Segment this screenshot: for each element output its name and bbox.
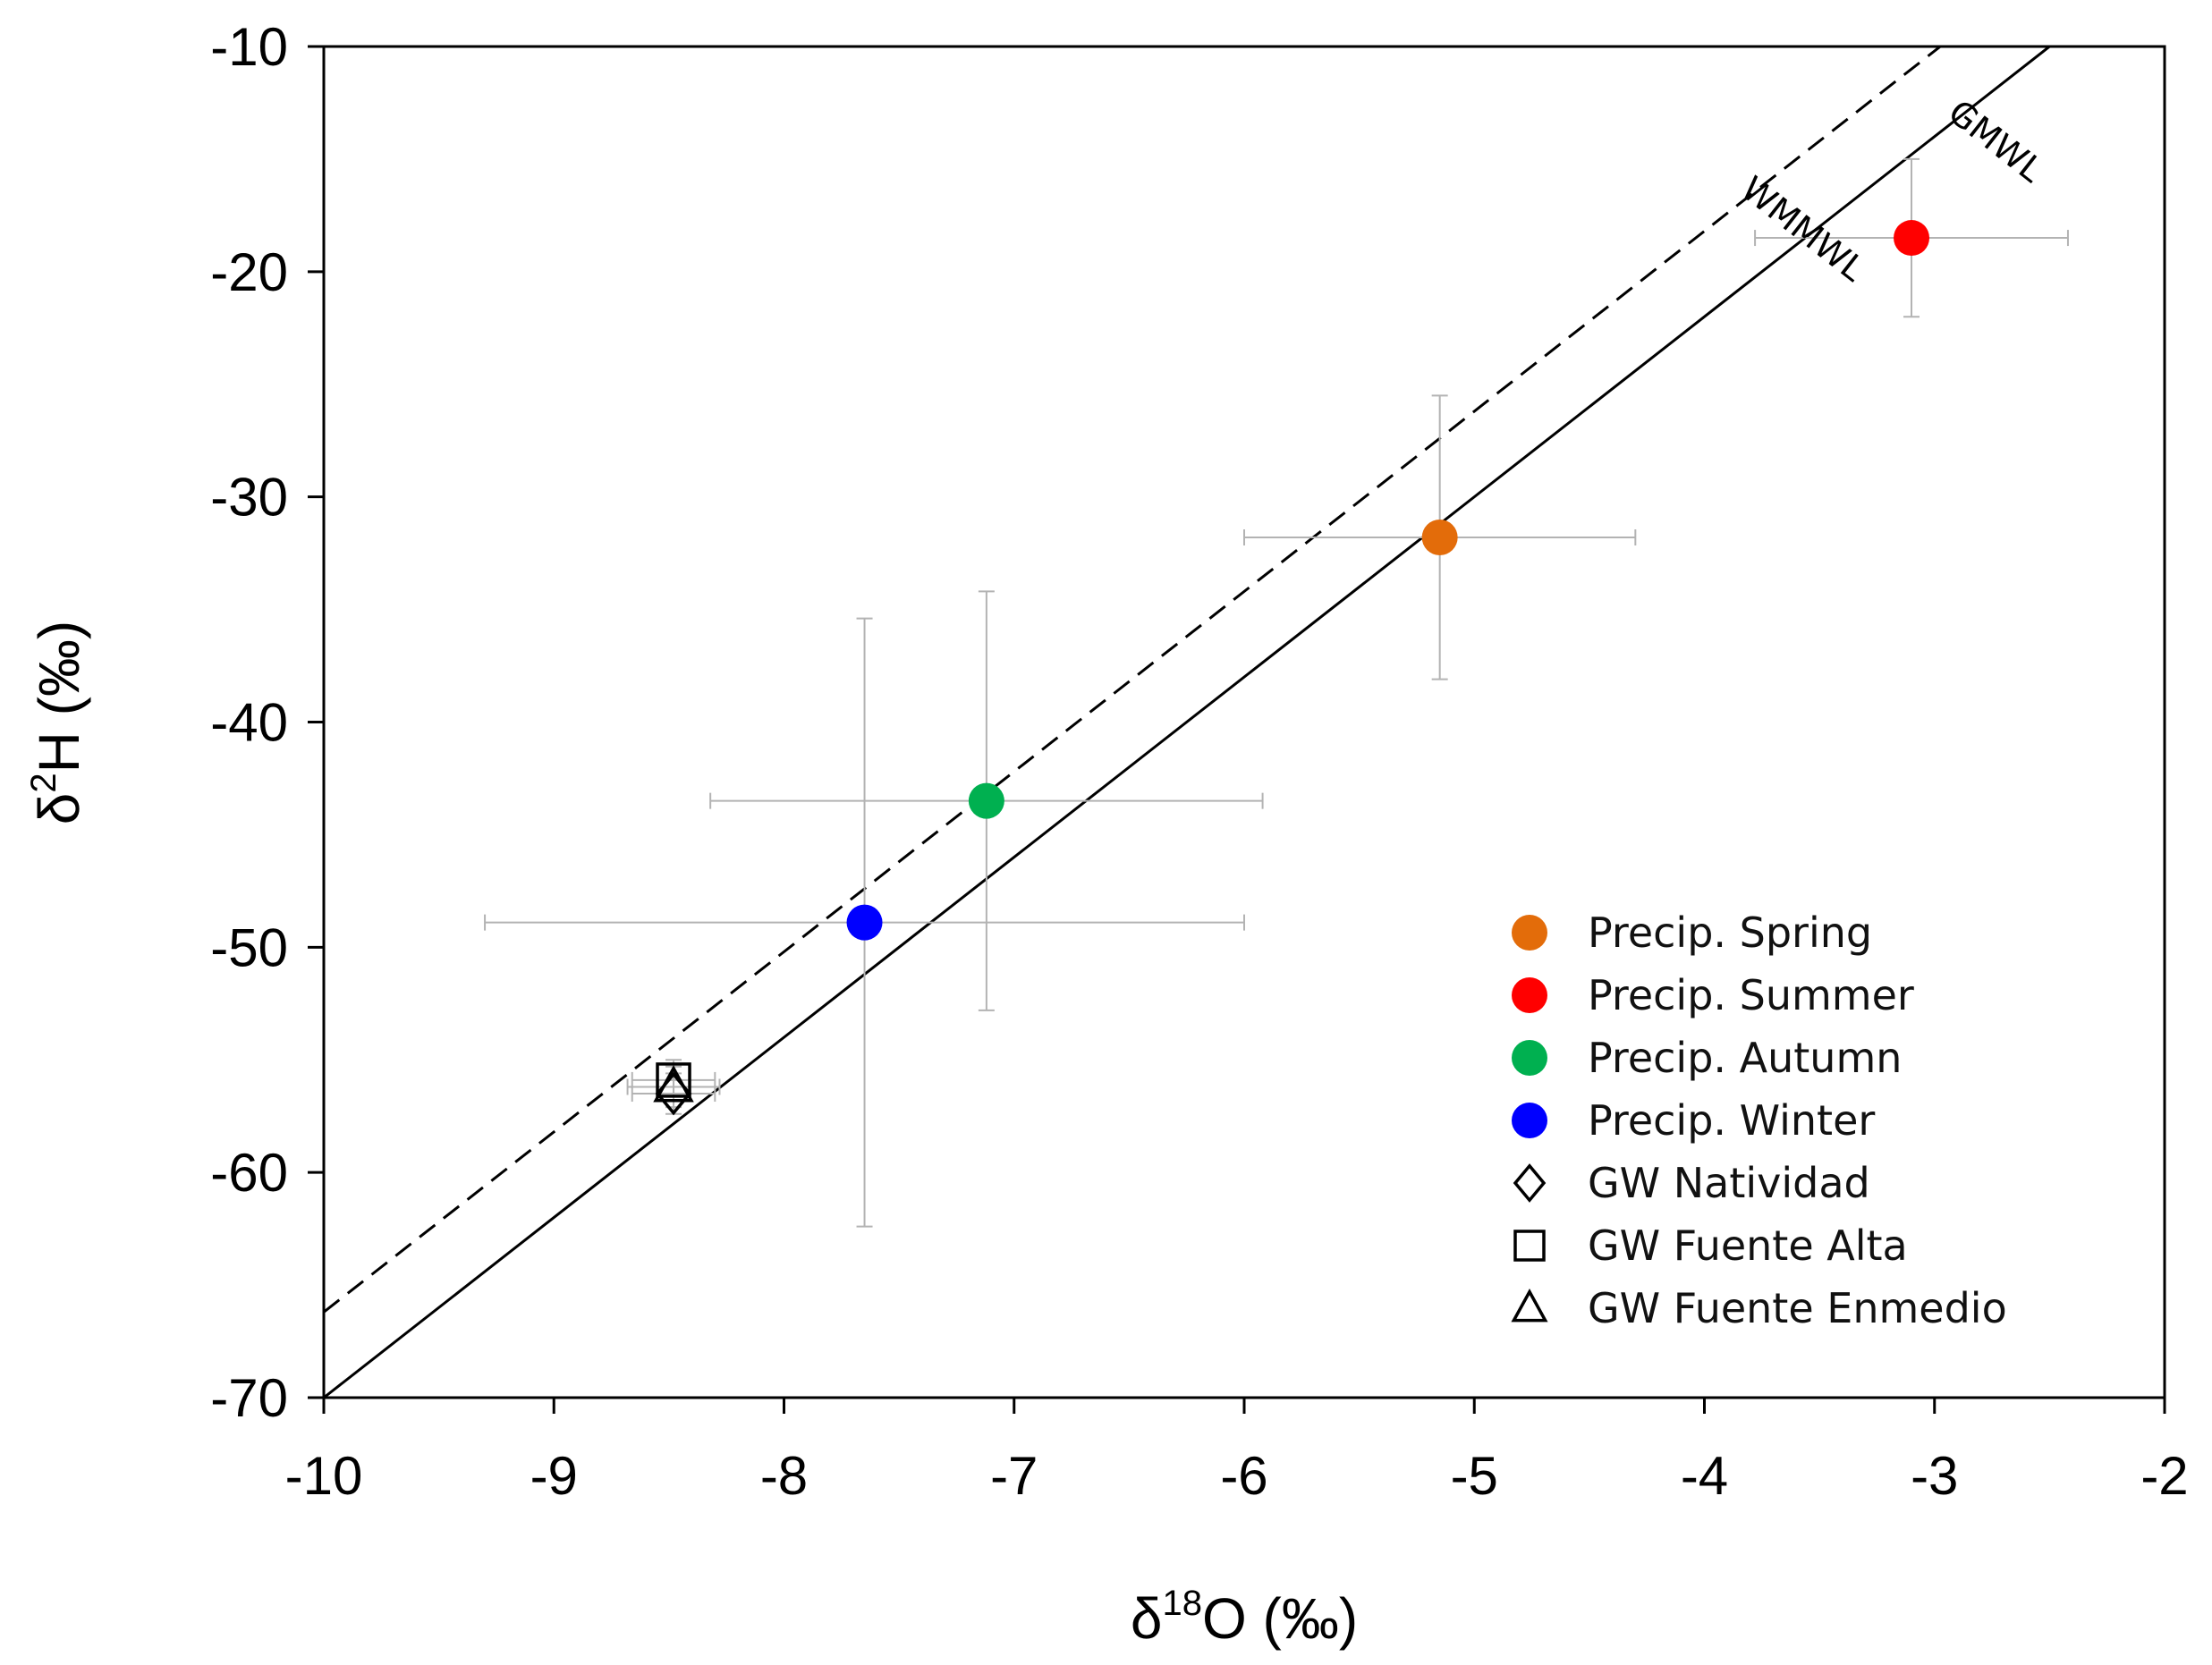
y-tick-label: -40 bbox=[210, 693, 288, 753]
legend: Precip. Spring Precip. Summer Precip. Autu… bbox=[1511, 909, 2007, 1332]
x-tick-label: -6 bbox=[1220, 1446, 1267, 1506]
y-tick-label: -30 bbox=[210, 468, 288, 528]
y-tick-label: -10 bbox=[210, 17, 288, 77]
precip-spring-point bbox=[1421, 519, 1458, 555]
legend-label-precip-winter: Precip. Winter bbox=[1588, 1096, 1875, 1145]
x-tick-label: -2 bbox=[2140, 1446, 2188, 1506]
x-tick-label: -4 bbox=[1681, 1446, 1728, 1506]
precip-winter-point bbox=[846, 904, 883, 941]
y-tick-label: -60 bbox=[210, 1143, 288, 1203]
legend-label-precip-spring: Precip. Spring bbox=[1588, 909, 1872, 957]
gmwl-line bbox=[324, 46, 2052, 1398]
legend-marker-gw-fuente-enmedio bbox=[1511, 1288, 1548, 1323]
precip-summer-point bbox=[1894, 220, 1930, 257]
legend-label-precip-summer: Precip. Summer bbox=[1588, 971, 1914, 1019]
legend-label-gw-fuente-alta: GW Fuente Alta bbox=[1588, 1221, 1908, 1270]
legend-marker-precip-autumn bbox=[1512, 1040, 1547, 1076]
y-axis-title: δ2H (‰) bbox=[24, 621, 91, 825]
x-tick-label: -9 bbox=[530, 1446, 578, 1506]
y-tick-label: -20 bbox=[210, 242, 288, 302]
x-tick-label: -10 bbox=[285, 1446, 363, 1506]
legend-marker-gw-fuente-alta bbox=[1513, 1230, 1546, 1262]
y-tick-label: -70 bbox=[210, 1368, 288, 1428]
precip-autumn-point bbox=[968, 782, 1004, 819]
legend-marker-precip-summer bbox=[1512, 977, 1547, 1013]
y-tick-label: -50 bbox=[210, 917, 288, 977]
legend-label-precip-autumn: Precip. Autumn bbox=[1588, 1034, 1902, 1082]
x-tick-label: -8 bbox=[760, 1446, 808, 1506]
legend-marker-precip-winter bbox=[1512, 1103, 1547, 1138]
axis-ticks: -10 -9 -8 -7 -6 -5 -4 -3 -2 -10 -20 -30 -40 -50 -60 -70 bbox=[210, 17, 2188, 1506]
x-tick-label: -7 bbox=[990, 1446, 1038, 1506]
legend-label-gw-natividad: GW Natividad bbox=[1588, 1159, 1870, 1207]
reference-lines bbox=[324, 46, 2052, 1398]
x-tick-label: -5 bbox=[1451, 1446, 1498, 1506]
legend-marker-precip-spring bbox=[1512, 915, 1547, 951]
legend-label-gw-fuente-enmedio: GW Fuente Enmedio bbox=[1588, 1284, 2007, 1332]
legend-marker-gw-natividad bbox=[1513, 1163, 1547, 1203]
gw-fuente-enmedio-point bbox=[653, 1065, 694, 1103]
x-axis-title: δ18O (‰) bbox=[1131, 1584, 1358, 1651]
x-tick-label: -3 bbox=[1911, 1446, 1958, 1506]
gw-fuente-alta-point bbox=[656, 1062, 691, 1098]
wmmwl-line bbox=[324, 46, 1943, 1314]
data-markers bbox=[653, 220, 1930, 1116]
